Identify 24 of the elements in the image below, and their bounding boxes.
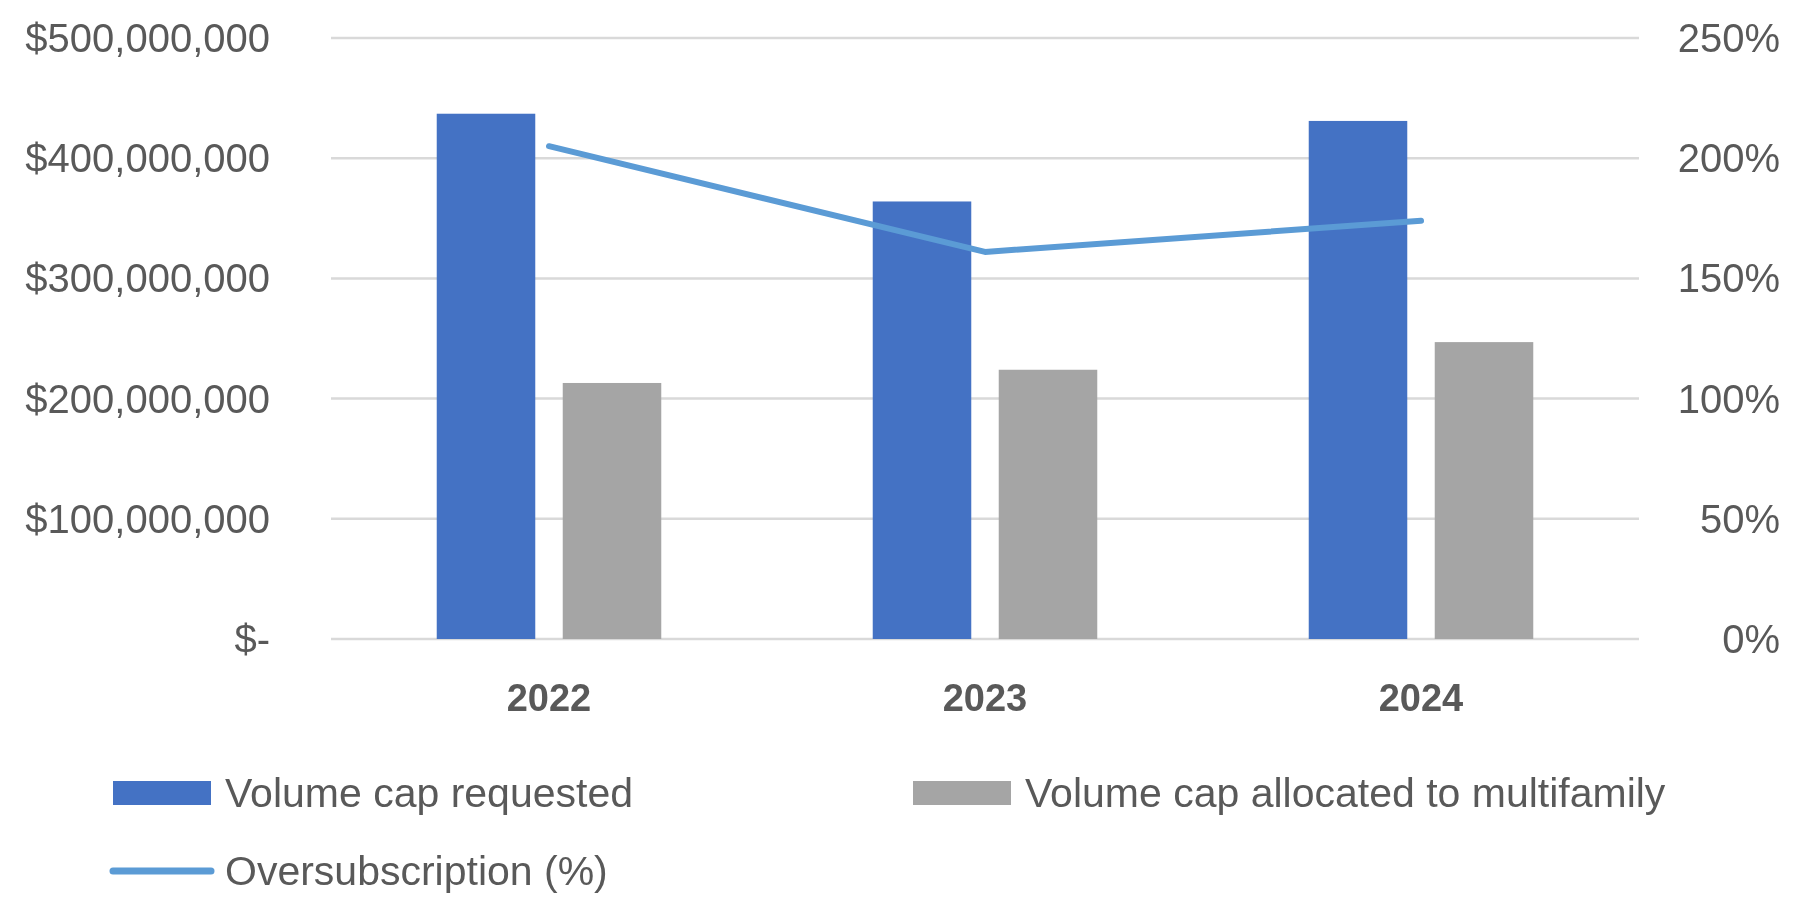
legend-label: Volume cap allocated to multifamily [1025, 770, 1666, 816]
y2-tick-label: 100% [1677, 376, 1780, 421]
y-tick-label: $200,000,000 [25, 376, 270, 421]
x-tick-label: 2022 [506, 677, 592, 719]
y-tick-label: $300,000,000 [25, 256, 270, 301]
bar [1434, 342, 1534, 639]
bar [872, 201, 972, 639]
y2-tick-label: 250% [1677, 16, 1780, 60]
x-tick-label: 2024 [1378, 677, 1464, 719]
y2-tick-label: 0% [1722, 617, 1780, 661]
bar [436, 113, 536, 639]
y2-tick-label: 200% [1677, 136, 1780, 181]
x-tick-label: 2023 [942, 677, 1028, 719]
y-tick-label: $- [234, 617, 270, 661]
y2-tick-label: 150% [1677, 256, 1780, 301]
legend-label: Oversubscription (%) [225, 848, 608, 894]
y2-tick-label: 50% [1699, 496, 1780, 541]
y-tick-label: $500,000,000 [25, 16, 270, 60]
bar [562, 382, 662, 639]
bar [998, 369, 1098, 639]
bar [1308, 120, 1408, 639]
y-tick-label: $400,000,000 [25, 136, 270, 181]
y-tick-label: $100,000,000 [25, 496, 270, 541]
legend-label: Volume cap requested [225, 770, 633, 816]
